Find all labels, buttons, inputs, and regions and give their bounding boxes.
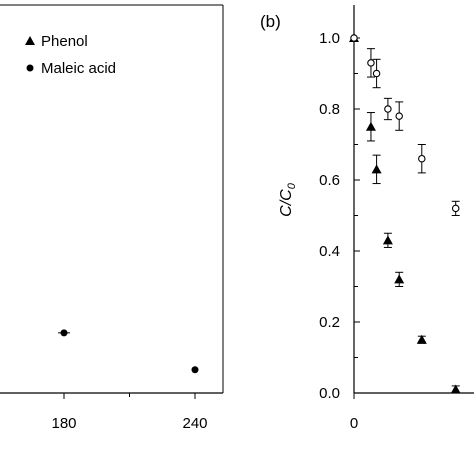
panel-b-y-ticks <box>354 37 360 394</box>
panel-b-data-points <box>349 33 461 394</box>
phenol-point <box>382 235 393 245</box>
panel-a-x-tick-labels: 180 240 <box>51 415 207 432</box>
legend-maleic-marker <box>26 64 34 72</box>
panel-b-y-tick-label: 0.2 <box>319 314 340 331</box>
phenol-point <box>371 164 382 174</box>
panel-b-y-tick-label: 0.0 <box>319 385 340 402</box>
panel-b-y-tick-label: 0.6 <box>319 172 340 189</box>
legend-phenol-marker <box>25 36 35 45</box>
phenol-point <box>365 121 376 131</box>
maleic-point <box>191 366 199 374</box>
phenol-point <box>394 274 405 284</box>
maleic-point <box>372 69 381 78</box>
panel-a-x-tick-label: 240 <box>182 415 207 432</box>
panel-b-y-tick-label: 1.0 <box>319 30 340 47</box>
maleic-point <box>384 105 392 113</box>
maleic-point <box>367 59 375 67</box>
legend: Phenol Maleic acid <box>25 33 116 77</box>
maleic-point <box>451 204 460 213</box>
panel-b-y-tick-labels: 0.0 0.2 0.4 0.6 0.8 1.0 <box>319 30 340 402</box>
panel-a-data-points <box>58 329 199 374</box>
panel-b-y-tick-label: 0.8 <box>319 101 340 118</box>
panel-a-x-ticks <box>63 393 196 399</box>
maleic-point <box>60 329 68 337</box>
panel-b-y-tick-label: 0.4 <box>319 243 340 260</box>
phenol-point <box>416 334 427 344</box>
legend-phenol-label: Phenol <box>41 33 88 50</box>
panel-a-x-tick-label: 180 <box>51 415 76 432</box>
maleic-point <box>418 154 426 163</box>
phenol-point <box>450 384 461 394</box>
panel-b: (b) C/C0 0.0 0.2 0.4 0.6 0.8 1.0 0 <box>260 5 474 432</box>
panel-a: 180 240 Phenol Maleic acid <box>0 4 224 432</box>
panel-b-x-tick-label: 0 <box>350 415 358 432</box>
panel-b-x-tick-labels: 0 <box>350 415 358 432</box>
maleic-point <box>395 112 403 120</box>
maleic-point <box>350 34 358 42</box>
panel-b-label: (b) <box>260 12 281 31</box>
y-axis-label: C/C0 <box>278 182 298 217</box>
legend-maleic-label: Maleic acid <box>41 60 116 77</box>
